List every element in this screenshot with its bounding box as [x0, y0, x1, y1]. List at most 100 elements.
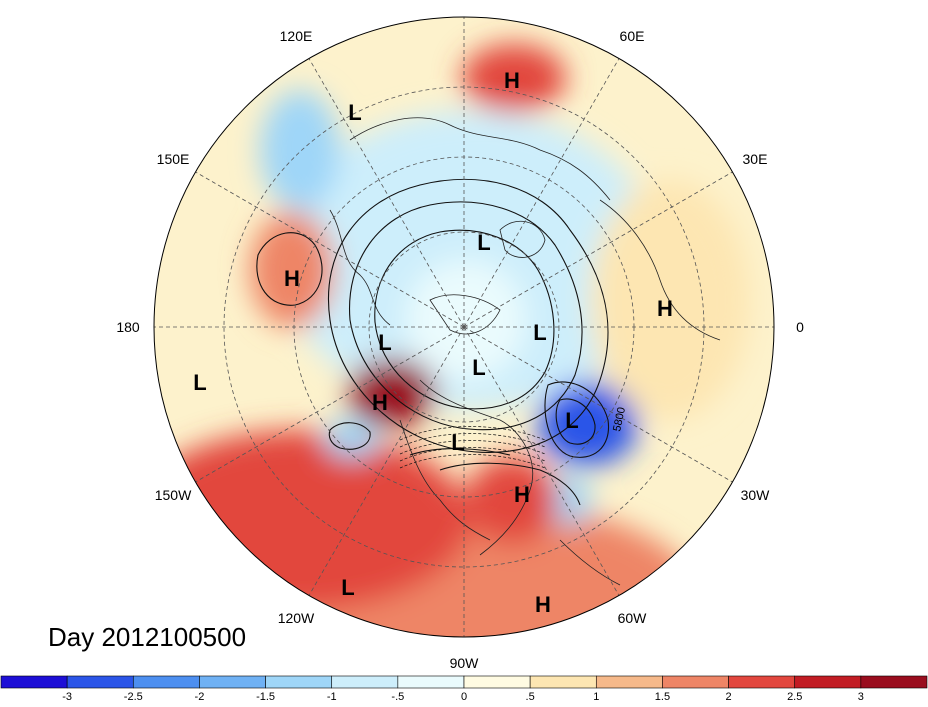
height-contour-dashed — [399, 433, 546, 448]
coastline-segment — [499, 221, 546, 258]
longitude-label: 30W — [741, 487, 771, 503]
colorbar-swatch — [199, 675, 266, 689]
colorbar-tick-label: 3 — [858, 691, 864, 702]
high-pressure-label: H — [514, 482, 530, 507]
colorbar-swatch — [397, 675, 465, 689]
height-contour-dashed — [399, 440, 546, 455]
colorbar-tick-label: .5 — [526, 691, 535, 702]
longitude-label: 120W — [278, 610, 315, 626]
longitude-label: 60E — [620, 28, 645, 44]
coastline-segment — [559, 539, 621, 586]
colorbar-tick-label: -3 — [62, 691, 72, 702]
height-contour — [555, 398, 596, 445]
high-pressure-label: H — [657, 296, 673, 321]
coastline-segment — [399, 419, 491, 541]
height-contour — [544, 381, 610, 458]
coastline-segment — [349, 117, 611, 201]
longitude-label: 150E — [157, 151, 190, 167]
low-pressure-label: L — [451, 430, 464, 455]
height-contour-layer — [256, 178, 610, 506]
anomaly-region-tropical-pacific — [154, 430, 470, 610]
colorbar-swatch — [132, 675, 200, 689]
colorbar-swatch — [0, 675, 68, 689]
height-contour-dashed — [399, 426, 546, 441]
colorbar-tick-label: -1 — [327, 691, 337, 702]
longitude-label: 60W — [618, 610, 648, 626]
height-contour — [439, 462, 581, 506]
coastline-segment — [329, 209, 391, 326]
meridian-line — [308, 326, 465, 596]
low-pressure-label: L — [477, 230, 490, 255]
high-pressure-label: H — [372, 390, 388, 415]
high-pressure-label: H — [504, 68, 520, 93]
colorbar-tick-label: -.5 — [391, 691, 404, 702]
anomaly-shading-layer — [154, 44, 750, 637]
coastline-segment — [599, 199, 721, 341]
meridian-line — [195, 171, 465, 328]
map-disk-border — [153, 16, 775, 638]
low-pressure-label: L — [378, 330, 391, 355]
meridian-line — [195, 326, 465, 483]
colorbar-swatch — [728, 675, 796, 689]
colorbar-swatch — [595, 675, 663, 689]
longitude-labels: 90E60E30E030W60W90W120W150W180150E120E — [116, 28, 804, 671]
colorbar-tick-label: 1.5 — [655, 691, 670, 702]
colorbar-swatch — [66, 675, 134, 689]
meridian-line — [463, 171, 733, 328]
meridian-line — [463, 58, 620, 328]
anomaly-region-north-atlantic-low — [538, 382, 638, 466]
height-contour — [409, 448, 511, 456]
colorbar-swatch — [860, 675, 928, 689]
meridian-line — [308, 58, 465, 328]
height-contour — [348, 201, 583, 431]
anomaly-region-alaska — [348, 359, 436, 427]
low-pressure-label: L — [565, 408, 578, 433]
colorbar-tick-label: 1 — [593, 691, 599, 702]
colorbar-tick-label: 2.5 — [787, 691, 802, 702]
low-pressure-label: L — [341, 575, 354, 600]
contour-value-label: 5800 — [611, 406, 628, 432]
anomaly-region-siberia-north — [462, 44, 566, 112]
coastline-segment — [429, 294, 501, 335]
high-pressure-label: H — [535, 592, 551, 617]
longitude-label: 150W — [155, 487, 192, 503]
colorbar-tick-label: -2.5 — [124, 691, 143, 702]
anomaly-region-east-siberia — [260, 90, 340, 210]
anomaly-region-western-atlantic — [466, 456, 558, 544]
anomaly-region-europe — [590, 180, 750, 420]
colorbar: -3 -2.5 -2 -1.5 -1 -.5 0 .5 1 1.5 2 2.5 3 — [0, 675, 928, 703]
low-pressure-label: L — [472, 355, 485, 380]
low-pressure-label: L — [348, 100, 361, 125]
colorbar-swatch — [529, 675, 597, 689]
colorbar-tick-label: 2 — [726, 691, 732, 702]
longitude-label: 0 — [796, 319, 804, 335]
map-disk — [153, 16, 775, 638]
colorbar-swatch — [662, 675, 729, 689]
colorbar-swatch — [463, 675, 531, 689]
meridian-line — [463, 326, 733, 483]
anomaly-region-gulf-of-alaska-low — [324, 418, 380, 458]
colorbar-tick-label: 0 — [461, 691, 467, 702]
colorbar-swatch — [265, 675, 333, 689]
colorbar-tick-label: -2 — [195, 691, 205, 702]
colorbar-swatch — [331, 675, 399, 689]
colorbar-tick-label: -1.5 — [256, 691, 275, 702]
height-contour-dashed — [399, 447, 546, 462]
longitude-label: 180 — [116, 319, 140, 335]
day-label: Day 2012100500 — [48, 622, 246, 652]
height-contour — [256, 232, 323, 306]
low-pressure-label: L — [193, 370, 206, 395]
height-contour — [328, 422, 371, 450]
height-contour-dashed — [399, 454, 546, 469]
longitude-label: 30E — [743, 151, 768, 167]
anomaly-region-arctic-ocean — [406, 260, 526, 380]
height-contour — [328, 178, 609, 453]
longitude-label: 120E — [280, 28, 313, 44]
high-pressure-label: H — [284, 266, 300, 291]
colorbar-swatch — [794, 675, 862, 689]
longitude-label: 90W — [450, 655, 480, 671]
graticule-layer — [154, 17, 774, 637]
pressure-center-labels: H L L H L L L H H L L H L L H — [193, 68, 673, 617]
